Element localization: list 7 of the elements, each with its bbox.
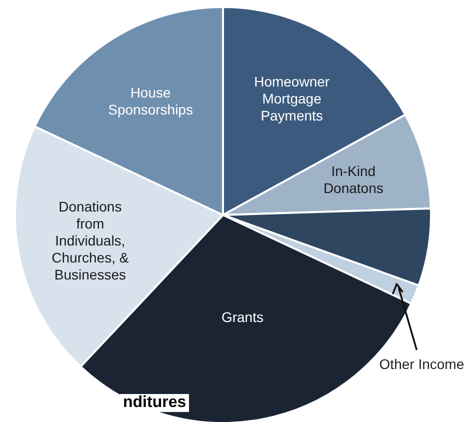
slice-label: Grants [221, 309, 264, 326]
slice-label: House Sponsorships [108, 84, 193, 118]
slice-label: Other Income [379, 356, 464, 372]
slice-label: In-Kind Donatons [323, 162, 384, 196]
text: nditures [120, 394, 190, 412]
slice-label: Homeowner Mortgage Payments [254, 74, 330, 124]
slice-label: Donations from Individuals, Churches, & Businesses [52, 198, 130, 282]
